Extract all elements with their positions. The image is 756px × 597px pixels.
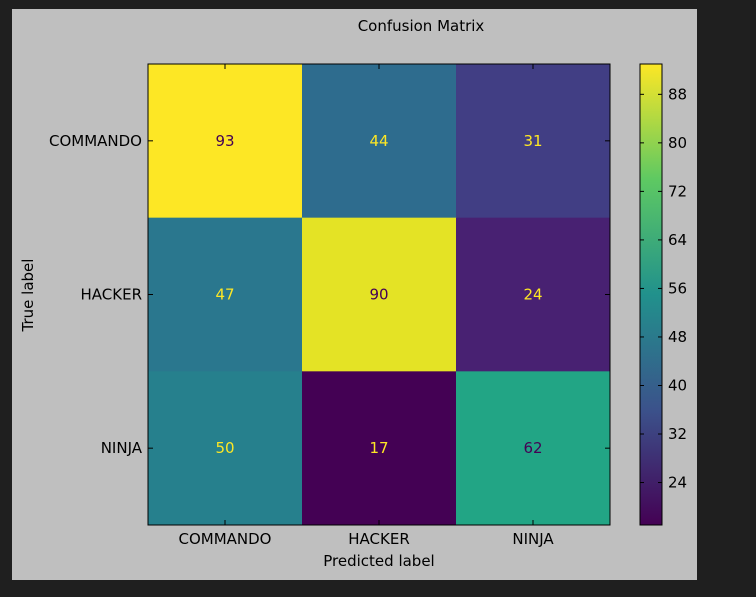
cell-value-label: 24 <box>523 286 542 304</box>
heatmap-cell <box>302 217 457 372</box>
heatmap-cell <box>148 217 303 372</box>
heatmap-cell <box>456 64 611 219</box>
colorbar <box>639 63 663 526</box>
colorbar-tick-label: 32 <box>668 425 687 443</box>
colorbar-tick-label: 48 <box>668 328 687 346</box>
heatmap-cell <box>302 64 457 219</box>
y-axis-ticks: COMMANDO HACKER NINJA <box>49 132 610 457</box>
chart-title: Confusion Matrix <box>358 17 485 35</box>
x-tick-label: HACKER <box>348 530 410 548</box>
heatmap-cell <box>302 371 457 526</box>
x-axis-label: Predicted label <box>323 552 434 570</box>
x-tick-label: COMMANDO <box>178 530 271 548</box>
heatmap-cell <box>148 64 303 219</box>
colorbar-tick-label: 72 <box>668 182 687 200</box>
colorbar-tick-label: 24 <box>668 474 687 492</box>
heatmap-cell <box>456 371 611 526</box>
y-axis-label: True label <box>19 259 37 333</box>
confusion-matrix-chart: Confusion Matrix 93 44 31 47 90 24 50 17 62 COMM… <box>19 17 687 570</box>
y-tick-label: HACKER <box>81 286 143 304</box>
colorbar-tick-label: 40 <box>668 376 687 394</box>
colorbar-tick-label: 56 <box>668 279 687 297</box>
cell-value-label: 17 <box>369 439 388 457</box>
colorbar-tick-label: 80 <box>668 134 687 152</box>
colorbar-ticks: 24 32 40 48 56 64 72 80 88 <box>640 85 687 492</box>
cell-value-label: 31 <box>523 132 542 150</box>
x-tick-label: NINJA <box>512 530 554 548</box>
heatmap-cells: 93 44 31 47 90 24 50 17 62 <box>148 64 611 526</box>
chart-figure: Confusion Matrix 93 44 31 47 90 24 50 17 62 COMM… <box>12 9 697 580</box>
heatmap-cell <box>456 217 611 372</box>
cell-value-label: 93 <box>215 132 234 150</box>
y-tick-label: NINJA <box>101 439 143 457</box>
colorbar-tick-label: 88 <box>668 85 687 103</box>
heatmap-cell <box>148 371 303 526</box>
cell-value-label: 44 <box>369 132 388 150</box>
cell-value-label: 47 <box>215 286 234 304</box>
y-tick-label: COMMANDO <box>49 132 142 150</box>
cell-value-label: 50 <box>215 439 234 457</box>
cell-value-label: 62 <box>523 439 542 457</box>
cell-value-label: 90 <box>369 286 388 304</box>
colorbar-tick-label: 64 <box>668 231 687 249</box>
x-axis-ticks: COMMANDO HACKER NINJA <box>178 64 554 548</box>
